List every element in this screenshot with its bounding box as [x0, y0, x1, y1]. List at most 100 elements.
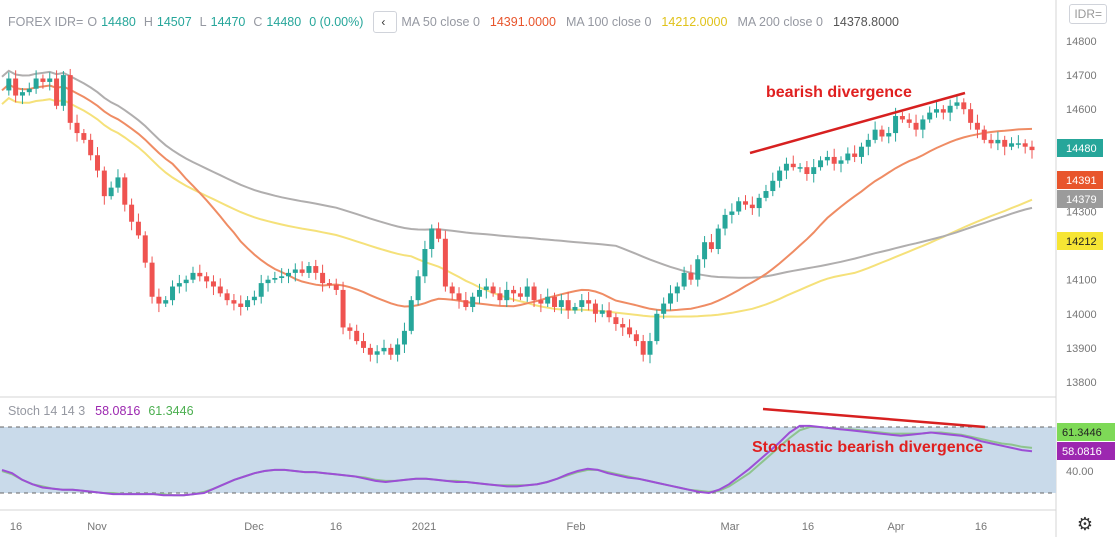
candle-body — [40, 78, 46, 82]
candle-body — [811, 167, 817, 174]
candle-body — [13, 78, 19, 96]
candle-body — [504, 289, 510, 301]
candle-body — [667, 293, 673, 304]
price-divergence-label: bearish divergence — [766, 84, 912, 101]
candle-body — [197, 272, 203, 277]
candle-body — [879, 129, 885, 137]
candle-body — [74, 122, 80, 134]
candle-body — [988, 139, 994, 144]
candle-body — [838, 160, 844, 164]
candle-body — [681, 272, 687, 287]
candle-body — [101, 170, 107, 197]
candle-body — [695, 259, 701, 280]
candle-body — [265, 279, 271, 284]
candle-body — [688, 272, 694, 280]
candle-body — [490, 286, 496, 294]
candle-body — [476, 289, 482, 297]
price-tick-label: 14300 — [1066, 207, 1097, 219]
candle-body — [272, 277, 278, 280]
candle-body — [395, 344, 401, 355]
candle-body — [858, 146, 864, 157]
candle-body — [279, 276, 285, 278]
candle-body — [347, 327, 353, 331]
candle-body — [552, 296, 558, 307]
time-tick-label: 2021 — [412, 521, 436, 533]
candle-body — [831, 156, 837, 164]
candle-body — [456, 293, 462, 301]
candle-body — [135, 221, 141, 236]
price-tick-label: 14100 — [1066, 275, 1097, 287]
candle-body — [749, 204, 755, 209]
candle-body — [442, 238, 448, 287]
candle-body — [968, 109, 974, 123]
change-value: 0 (0.00%) — [309, 15, 364, 29]
collapse-legend-button[interactable]: ‹ — [373, 11, 398, 33]
candle-body — [176, 283, 182, 287]
candle-body — [1015, 143, 1021, 145]
candle-body — [852, 153, 858, 157]
candle-body — [517, 293, 523, 297]
candle-body — [115, 177, 121, 188]
candle-body — [538, 300, 544, 304]
candle-body — [1009, 143, 1015, 147]
candle-body — [47, 78, 53, 82]
candle-body — [463, 300, 469, 307]
price-tick-label: 14600 — [1066, 104, 1097, 116]
candle-body — [245, 300, 251, 307]
price-tick-label: 14800 — [1066, 36, 1097, 48]
candle-body — [449, 286, 455, 294]
stoch-badge — [1057, 423, 1115, 441]
candle-body — [354, 330, 360, 342]
price-tick-label: 14000 — [1066, 309, 1097, 321]
symbol-button[interactable]: IDR= — [1069, 4, 1107, 24]
candle-body — [613, 317, 619, 325]
candle-body — [333, 284, 339, 290]
candle-body — [313, 266, 319, 273]
gear-icon[interactable]: ⚙ — [1076, 514, 1093, 534]
candle-body — [170, 286, 176, 301]
candle-body — [524, 286, 530, 297]
candle-body — [19, 92, 25, 96]
candle-body — [60, 75, 66, 106]
candle-body — [326, 283, 332, 285]
candle-body — [108, 187, 114, 197]
stoch-badge-label: 58.0816 — [1062, 446, 1102, 458]
h-label: H 14507 — [143, 15, 192, 29]
candle-body — [54, 78, 60, 106]
price-badge — [1057, 190, 1103, 208]
candle-body — [743, 201, 749, 205]
candle-body — [497, 293, 503, 301]
candle-body — [906, 119, 912, 123]
stoch-badge — [1057, 442, 1115, 460]
candle-body — [204, 276, 210, 282]
candle-body — [122, 177, 128, 205]
candle-body — [217, 286, 223, 294]
candle-body — [893, 116, 899, 134]
candle-body — [388, 347, 394, 355]
ma200-label: MA 200 close 0 — [737, 15, 823, 29]
candle-body — [129, 204, 135, 222]
price-divergence-line — [749, 91, 966, 155]
candle-body — [1002, 139, 1008, 147]
candle-body — [367, 347, 373, 355]
symbol-label: FOREX IDR= — [8, 15, 84, 29]
candle-body — [824, 156, 830, 161]
candle-body — [981, 129, 987, 140]
candle-body — [865, 139, 871, 147]
candle-body — [606, 310, 612, 318]
l-label: L 14470 — [199, 15, 246, 29]
candle-body — [483, 286, 489, 290]
time-tick-label: 16 — [10, 521, 22, 533]
price-legend: FOREX IDR= O 14480 H 14507 L 14470 C 14480 0… — [8, 11, 903, 33]
candle-body — [231, 300, 237, 304]
candle-body — [763, 191, 769, 198]
price-badge-label: 14391 — [1066, 175, 1097, 187]
candle-body — [470, 296, 476, 307]
candle-body — [886, 133, 892, 137]
candle-body — [163, 300, 169, 304]
candle-body — [292, 269, 298, 273]
candle-body — [845, 153, 851, 161]
candle-body — [183, 279, 189, 284]
price-badge-label: 14379 — [1066, 194, 1097, 206]
